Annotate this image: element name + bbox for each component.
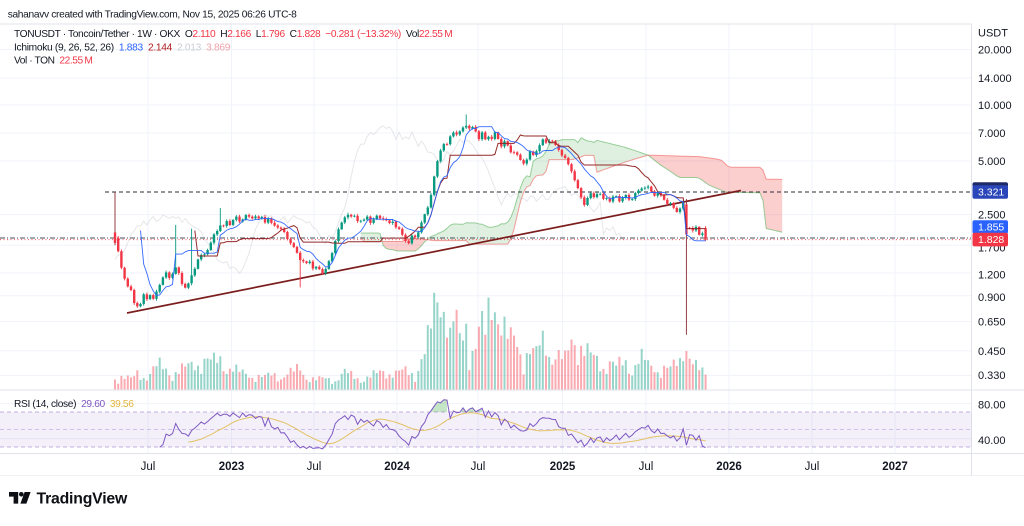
svg-text:80.00: 80.00 <box>978 400 1006 412</box>
svg-text:sahanavv created with TradingV: sahanavv created with TradingView.com, N… <box>8 9 297 20</box>
svg-text:TradingView: TradingView <box>37 491 128 508</box>
svg-text:2025: 2025 <box>550 461 576 473</box>
svg-text:10.000: 10.000 <box>978 100 1012 112</box>
svg-text:40.00: 40.00 <box>978 435 1006 447</box>
svg-text:2027: 2027 <box>882 461 908 473</box>
svg-text:Jul: Jul <box>307 461 322 473</box>
svg-text:2.500: 2.500 <box>978 209 1006 221</box>
svg-text:Jul: Jul <box>471 461 486 473</box>
svg-text:Vol · TON 22.55 M: Vol · TON 22.55 M <box>14 56 93 67</box>
svg-text:14.000: 14.000 <box>978 73 1012 85</box>
svg-text:2024: 2024 <box>384 461 410 473</box>
svg-text:0.450: 0.450 <box>978 346 1006 358</box>
svg-text:1.200: 1.200 <box>978 269 1006 281</box>
svg-text:Jul: Jul <box>141 461 156 473</box>
svg-text:1.855: 1.855 <box>978 222 1004 234</box>
svg-text:0.650: 0.650 <box>978 316 1006 328</box>
svg-text:2023: 2023 <box>219 461 245 473</box>
svg-text:Jul: Jul <box>639 461 654 473</box>
svg-text:2026: 2026 <box>716 461 742 473</box>
svg-text:TONUSDT · Toncoin/Tether · 1W: TONUSDT · Toncoin/Tether · 1W · OKX O2.1… <box>14 29 452 40</box>
svg-text:7.000: 7.000 <box>978 128 1006 140</box>
svg-text:0.900: 0.900 <box>978 292 1006 304</box>
svg-text:Jul: Jul <box>805 461 820 473</box>
svg-text:1.828: 1.828 <box>978 234 1004 246</box>
svg-text:3.321: 3.321 <box>978 187 1004 199</box>
svg-text:5.000: 5.000 <box>978 156 1006 168</box>
svg-text:Ichimoku (9, 26, 52, 26) 1.88: Ichimoku (9, 26, 52, 26) 1.883 2.144 2.0… <box>14 43 231 54</box>
svg-text:RSI (14, close) 29.60 39.56: RSI (14, close) 29.60 39.56 <box>14 399 134 410</box>
svg-text:20.000: 20.000 <box>978 44 1012 56</box>
svg-text:0.330: 0.330 <box>978 370 1006 382</box>
svg-text:USDT: USDT <box>978 28 1008 40</box>
